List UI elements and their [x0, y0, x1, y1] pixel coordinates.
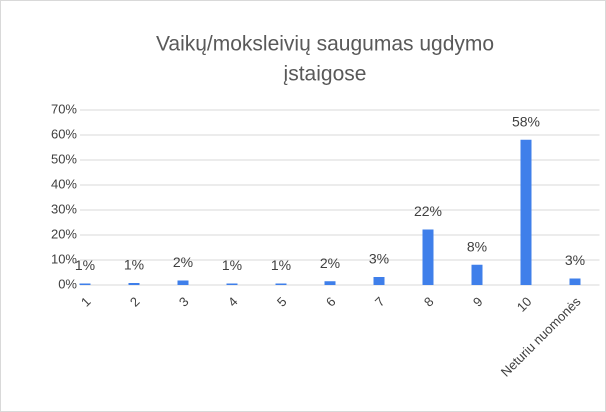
bar — [226, 283, 238, 285]
data-label: 1% — [75, 257, 95, 273]
y-tick-label: 40% — [51, 176, 77, 191]
bar — [520, 139, 532, 285]
bar — [79, 283, 91, 285]
data-label: 1% — [124, 257, 144, 273]
bar — [275, 283, 287, 285]
data-label: 58% — [512, 113, 540, 129]
bar — [128, 283, 140, 285]
data-label: 2% — [173, 254, 193, 270]
data-label: 8% — [467, 238, 487, 254]
bar — [373, 277, 385, 285]
bar — [324, 281, 336, 285]
data-label: 3% — [369, 251, 389, 267]
y-tick-label: 0% — [58, 276, 77, 291]
y-tick-label: 20% — [51, 226, 77, 241]
bar — [422, 229, 434, 285]
y-tick-label: 10% — [51, 251, 77, 266]
y-tick-label: 70% — [51, 101, 77, 116]
data-label: 3% — [565, 252, 585, 268]
data-label: 22% — [414, 203, 442, 219]
data-label: 2% — [320, 255, 340, 271]
chart-title: įstaigose — [284, 63, 367, 86]
y-tick-label: 60% — [51, 126, 77, 141]
data-label: 1% — [271, 257, 291, 273]
y-tick-label: 50% — [51, 151, 77, 166]
data-label: 1% — [222, 257, 242, 273]
chart-title: Vaikų/moksleivių saugumas ugdymo — [156, 33, 494, 56]
bar — [471, 264, 483, 285]
bar — [177, 280, 189, 285]
bar — [569, 278, 581, 285]
y-tick-label: 30% — [51, 201, 77, 216]
